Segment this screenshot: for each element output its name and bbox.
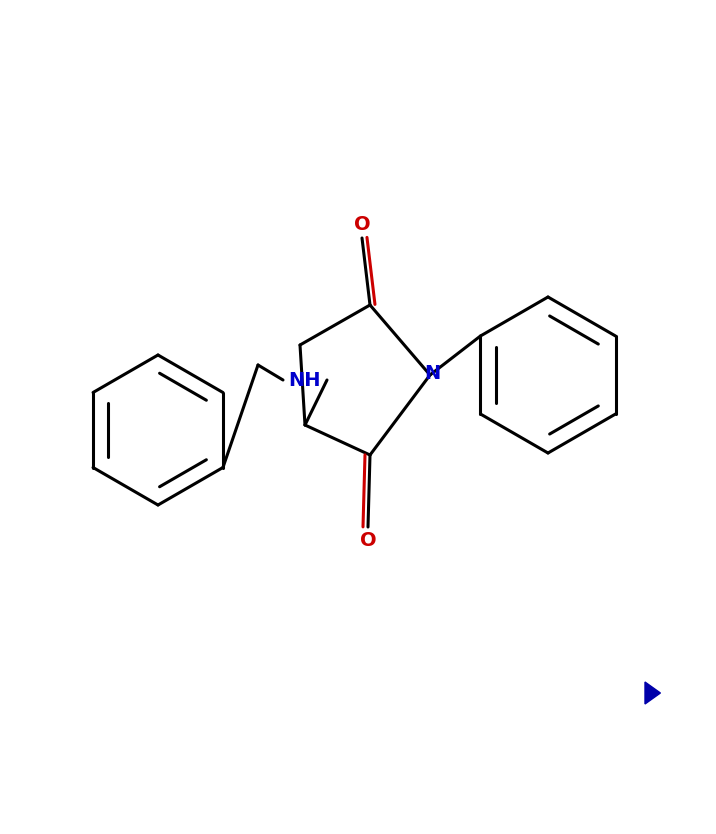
Polygon shape [645, 682, 660, 704]
Text: N: N [424, 364, 440, 383]
Text: O: O [359, 531, 377, 550]
Text: NH: NH [289, 370, 321, 389]
Text: O: O [354, 214, 370, 234]
